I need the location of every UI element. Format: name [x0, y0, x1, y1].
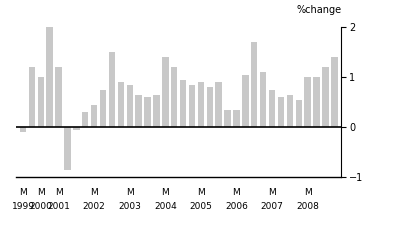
Text: 2002: 2002: [83, 202, 106, 211]
Bar: [118, 82, 124, 127]
Bar: [206, 87, 213, 127]
Bar: [20, 127, 26, 132]
Bar: [198, 82, 204, 127]
Bar: [313, 77, 320, 127]
Bar: [73, 127, 79, 130]
Text: M: M: [197, 188, 205, 197]
Bar: [82, 112, 89, 127]
Text: 2007: 2007: [260, 202, 283, 211]
Text: 2001: 2001: [47, 202, 70, 211]
Bar: [127, 85, 133, 127]
Text: 2008: 2008: [296, 202, 319, 211]
Text: M: M: [37, 188, 44, 197]
Bar: [180, 80, 186, 127]
Text: M: M: [55, 188, 62, 197]
Bar: [135, 95, 142, 127]
Bar: [260, 72, 266, 127]
Bar: [242, 75, 249, 127]
Bar: [322, 67, 329, 127]
Text: M: M: [162, 188, 169, 197]
Bar: [162, 57, 168, 127]
Text: 1999: 1999: [12, 202, 35, 211]
Bar: [91, 105, 97, 127]
Bar: [64, 127, 71, 170]
Text: M: M: [233, 188, 240, 197]
Text: 2005: 2005: [189, 202, 212, 211]
Bar: [46, 22, 53, 127]
Text: 2004: 2004: [154, 202, 177, 211]
Bar: [189, 85, 195, 127]
Text: M: M: [19, 188, 27, 197]
Bar: [171, 67, 177, 127]
Bar: [100, 90, 106, 127]
Bar: [38, 77, 44, 127]
Bar: [331, 57, 337, 127]
Bar: [109, 52, 115, 127]
Text: 2003: 2003: [118, 202, 141, 211]
Bar: [269, 90, 275, 127]
Text: 2006: 2006: [225, 202, 248, 211]
Text: %change: %change: [296, 5, 341, 15]
Bar: [295, 100, 302, 127]
Bar: [304, 77, 311, 127]
Bar: [29, 67, 35, 127]
Text: 2000: 2000: [29, 202, 52, 211]
Text: M: M: [268, 188, 276, 197]
Bar: [224, 110, 231, 127]
Text: M: M: [304, 188, 312, 197]
Text: M: M: [126, 188, 134, 197]
Bar: [55, 67, 62, 127]
Bar: [145, 97, 151, 127]
Bar: [287, 95, 293, 127]
Bar: [153, 95, 160, 127]
Text: M: M: [90, 188, 98, 197]
Bar: [278, 97, 284, 127]
Bar: [216, 82, 222, 127]
Bar: [233, 110, 240, 127]
Bar: [251, 42, 258, 127]
